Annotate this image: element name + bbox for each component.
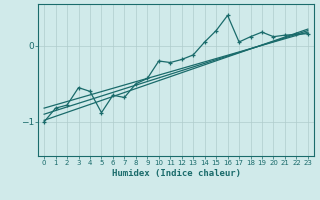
X-axis label: Humidex (Indice chaleur): Humidex (Indice chaleur) [111,169,241,178]
